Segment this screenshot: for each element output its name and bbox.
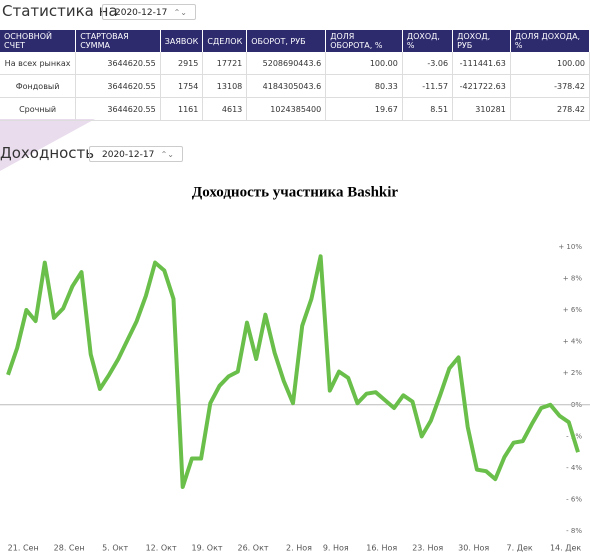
y-tick-label: + 10%	[558, 243, 582, 251]
column-header: ЗАЯВОК	[160, 30, 204, 52]
cell: 310281	[452, 97, 511, 121]
cell: 80.33	[325, 74, 403, 98]
x-tick-label: 2. Ноя	[286, 544, 312, 553]
cell: 100.00	[325, 52, 403, 75]
y-tick-label: - 8%	[566, 527, 582, 535]
y-tick-label: - 4%	[566, 464, 582, 472]
cell: 4184305043.6	[246, 74, 327, 98]
x-tick-label: 14. Дек	[550, 544, 581, 553]
cell: 1024385400	[246, 97, 327, 121]
chart: Доходность участника Bashkir + 10% + 8% + …	[0, 184, 590, 553]
x-tick-label: 23. Ноя	[412, 544, 443, 553]
cell: 3644620.55	[75, 52, 161, 75]
returns-title: Доходность	[0, 144, 95, 162]
cell: -378.42	[510, 74, 590, 98]
x-tick-label: 12. Окт	[146, 544, 177, 553]
y-tick-label: + 4%	[563, 338, 583, 346]
cell: 13108	[202, 74, 248, 98]
x-tick-label: 26. Окт	[238, 544, 269, 553]
column-header: ОБОРОТ, РУБ	[246, 30, 327, 52]
cell: 278.42	[510, 97, 590, 121]
date: 2020-12-17	[115, 8, 168, 18]
cell: На всех рынках	[0, 52, 77, 75]
cell: 8.51	[402, 97, 454, 121]
cell: 1754	[160, 74, 204, 98]
cell: 3644620.55	[75, 97, 161, 121]
cell: -11.57	[402, 74, 454, 98]
x-tick-label: 30. Ноя	[458, 544, 489, 553]
row: Срочный 3644620.55 1161 4613 1024385400 19.67…	[0, 97, 590, 121]
cell: -3.06	[402, 52, 454, 75]
cell: 17721	[202, 52, 248, 75]
x-tick-label: 16. Ноя	[366, 544, 397, 553]
y-tick-label: - 6%	[566, 496, 582, 504]
column-header: ДОХОД, %	[402, 30, 454, 52]
cell: 100.00	[510, 52, 590, 75]
x-tick-label: 21. Сен	[8, 544, 39, 553]
cell: 5208690443.6	[246, 52, 327, 75]
stats-table: ОСНОВНОЙ СЧЕТ СТАРТОВАЯ СУММА ЗАЯВОК СДЕЛОК…	[0, 30, 590, 121]
cell: Фондовый	[0, 74, 77, 98]
x-tick-label: 9. Ноя	[323, 544, 349, 553]
line	[6, 254, 580, 489]
cell: 1161	[160, 97, 204, 121]
date-picker[interactable]: 2020-12-17 ⌃⌄	[102, 4, 196, 20]
cell: Срочный	[0, 97, 77, 121]
column-header: ОСНОВНОЙ СЧЕТ	[0, 30, 77, 52]
x-tick-label: 7. Дек	[507, 544, 533, 553]
x-tick-label: 19. Окт	[192, 544, 223, 553]
cell: 2915	[160, 52, 204, 75]
column-header: ДОХОД, РУБ	[452, 30, 511, 52]
x-tick-label: 5. Окт	[102, 544, 128, 553]
column-header: СДЕЛОК	[202, 30, 248, 52]
cell: 4613	[202, 97, 248, 121]
row: Фондовый 3644620.55 1754 13108 4184305043.6 8…	[0, 74, 590, 98]
row: На всех рынках 3644620.55 2915 17721 5208690…	[0, 52, 590, 75]
chart-title: Доходность участника Bashkir	[192, 184, 399, 200]
cell: -111441.63	[452, 52, 511, 75]
cell: -421722.63	[452, 74, 511, 98]
x-tick-label: 28. Сен	[54, 544, 85, 553]
column-header: СТАРТОВАЯ СУММА	[75, 30, 161, 52]
y-tick-label: + 2%	[563, 369, 583, 377]
date-picker[interactable]: 2020-12-17 ⌃⌄	[89, 146, 183, 162]
column-header: ДОЛЯ ОБОРОТА, %	[325, 30, 403, 52]
column-header: ДОЛЯ ДОХОДА, %	[510, 30, 590, 52]
date: 2020-12-17	[102, 150, 155, 160]
y-tick-label: + 8%	[563, 274, 583, 282]
cell: 19.67	[325, 97, 403, 121]
cell: 3644620.55	[75, 74, 161, 98]
stats-title: Статистика на	[2, 2, 118, 20]
decoration	[0, 119, 95, 171]
y-tick-label: + 6%	[563, 306, 583, 314]
